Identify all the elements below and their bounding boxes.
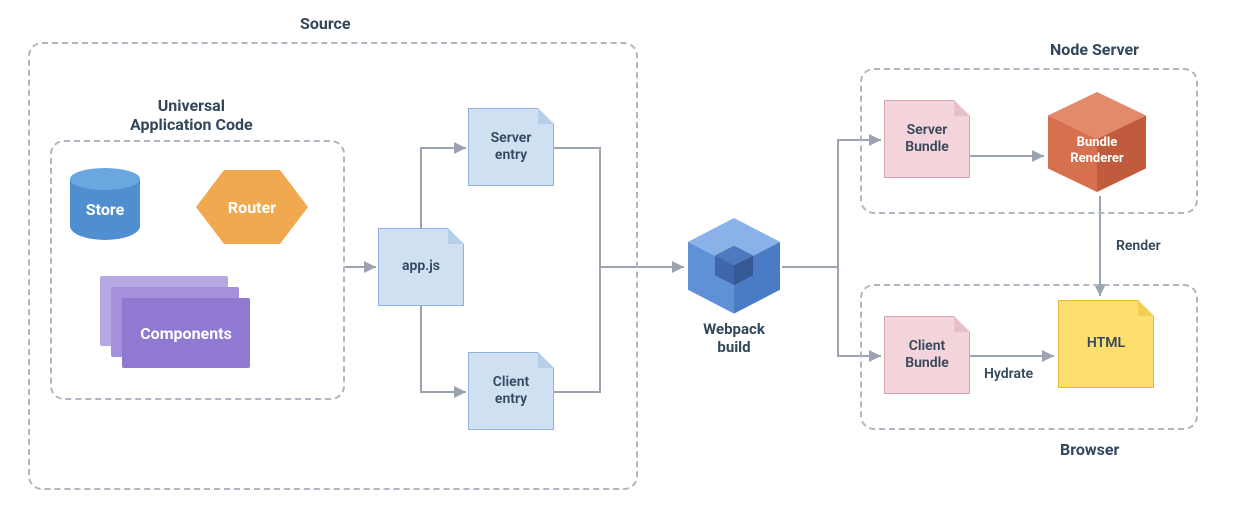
node-app-js: app.js xyxy=(378,228,464,306)
node-store-label: Store xyxy=(70,178,140,240)
node-html: HTML xyxy=(1058,300,1154,388)
group-universal-app-code-label: Universal Application Code xyxy=(130,96,253,134)
node-server-entry-label: Server entry xyxy=(468,108,554,186)
node-html-label: HTML xyxy=(1058,300,1154,388)
node-app-js-label: app.js xyxy=(378,228,464,306)
node-store: Store xyxy=(70,168,140,240)
node-client-entry-label: Client entry xyxy=(468,352,554,430)
node-server-bundle-label: Server Bundle xyxy=(884,100,970,178)
node-components: Components xyxy=(100,276,250,368)
edge-label-render: Render xyxy=(1116,238,1161,254)
node-client-bundle-label: Client Bundle xyxy=(884,316,970,394)
node-bundle-renderer: Bundle Renderer xyxy=(1048,92,1158,216)
node-components-label: Components xyxy=(122,298,250,368)
edge-label-hydrate: Hydrate xyxy=(984,366,1033,382)
group-node-server-label: Node Server xyxy=(1050,40,1139,59)
node-client-entry: Client entry xyxy=(468,352,554,430)
node-server-bundle: Server Bundle xyxy=(884,100,970,178)
node-router: Router xyxy=(196,170,308,244)
group-browser-label: Browser xyxy=(1060,440,1119,459)
node-bundle-renderer-label: Bundle Renderer xyxy=(1048,121,1146,180)
node-server-entry: Server entry xyxy=(468,108,554,186)
node-client-bundle: Client Bundle xyxy=(884,316,970,394)
diagram-canvas: Source Universal Application Code Node S… xyxy=(0,0,1240,505)
group-source-label: Source xyxy=(300,14,351,33)
node-webpack xyxy=(688,218,788,332)
node-webpack-label: Webpack build xyxy=(682,320,786,356)
node-router-label: Router xyxy=(196,170,308,244)
